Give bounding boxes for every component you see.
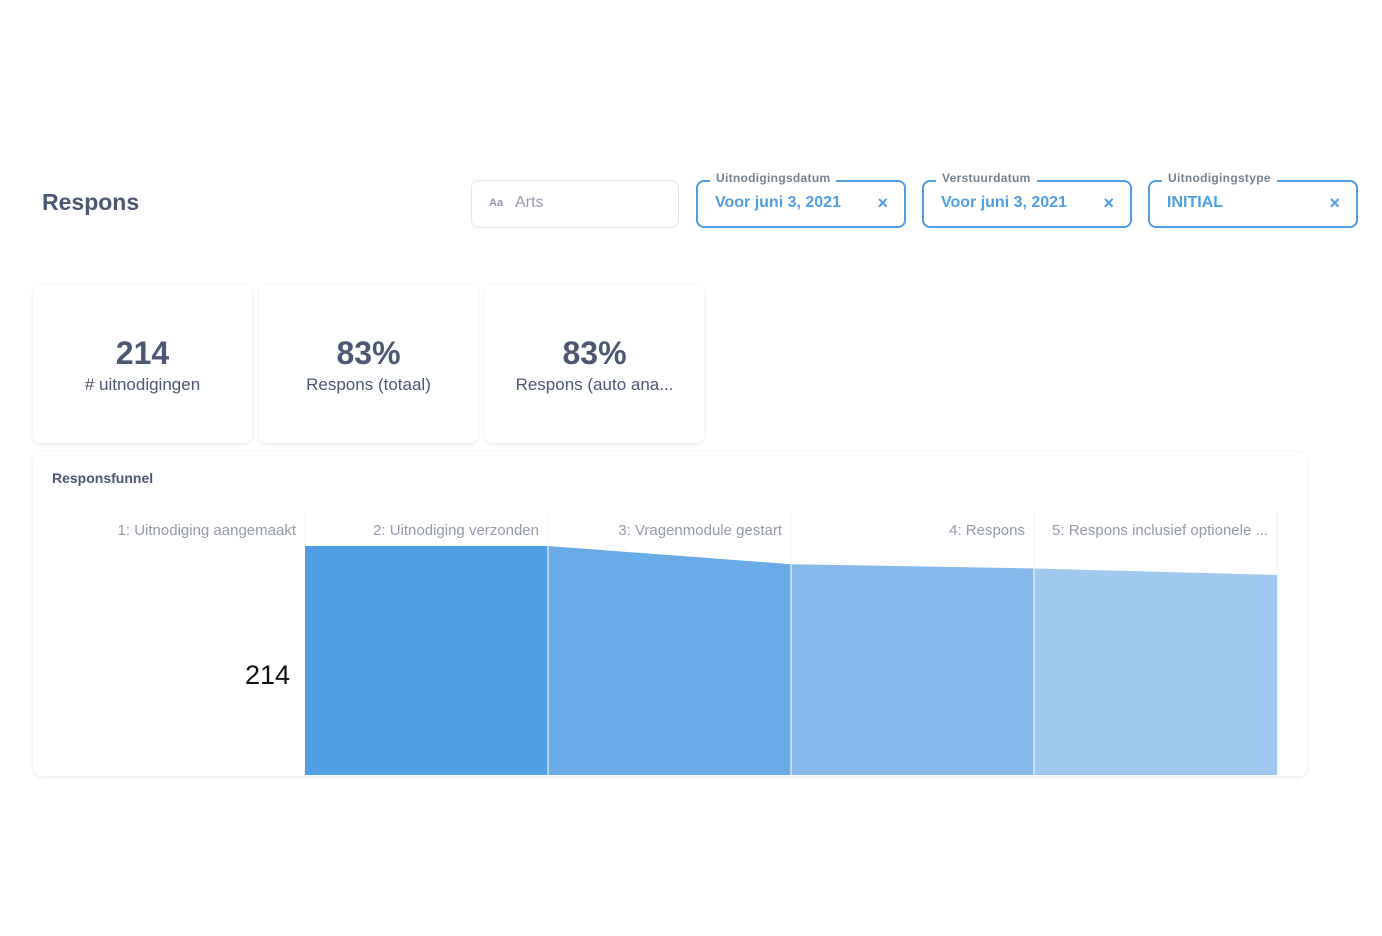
- scalar-card-respons-totaal[interactable]: 83% Respons (totaal): [259, 285, 478, 443]
- funnel-segment[interactable]: [1034, 568, 1277, 775]
- funnel-step-label: 2: Uitnodiging verzonden: [373, 522, 539, 539]
- close-icon[interactable]: ×: [1329, 193, 1340, 213]
- scalar-label: # uitnodigingen: [84, 375, 201, 394]
- funnel-first-value: 214: [245, 660, 290, 690]
- filter-value: INITIAL: [1167, 194, 1223, 211]
- funnel-chart[interactable]: 1: Uitnodiging aangemaakt 2: Uitnodiging …: [33, 452, 1307, 776]
- scalar-card-uitnodigingen[interactable]: 214 # uitnodigingen: [33, 285, 252, 443]
- filter-label: Uitnodigingsdatum: [710, 171, 837, 185]
- funnel-step-label: 1: Uitnodiging aangemaakt: [118, 522, 297, 539]
- funnel-title: Responsfunnel: [52, 470, 154, 486]
- funnel-step-label: 4: Respons: [949, 522, 1025, 539]
- filter-value: Voor juni 3, 2021: [715, 194, 841, 211]
- funnel-segment[interactable]: [548, 546, 791, 775]
- uitnodigingsdatum-filter[interactable]: Uitnodigingsdatum Voor juni 3, 2021 ×: [696, 171, 906, 228]
- uitnodigingstype-filter[interactable]: Uitnodigingstype INITIAL ×: [1148, 171, 1358, 228]
- scalar-label: Respons (auto ana...: [515, 375, 674, 394]
- page-title: Respons: [42, 189, 140, 215]
- funnel-card[interactable]: Responsfunnel 1: Uitnodiging aangemaakt 2…: [33, 452, 1307, 776]
- filter-label: Verstuurdatum: [936, 171, 1037, 185]
- scalar-value: 83%: [336, 335, 401, 371]
- scalar-value: 214: [115, 335, 170, 371]
- funnel-segment[interactable]: [305, 546, 548, 775]
- scalar-label: Respons (totaal): [306, 375, 431, 394]
- funnel-step-label: 5: Respons inclusief optionele ...: [1052, 522, 1268, 539]
- filter-value: Voor juni 3, 2021: [941, 194, 1067, 211]
- funnel-step-label: 3: Vragenmodule gestart: [618, 522, 783, 539]
- funnel-segment[interactable]: [791, 564, 1034, 775]
- scalar-value: 83%: [562, 335, 627, 371]
- close-icon[interactable]: ×: [1103, 193, 1114, 213]
- verstuurdatum-filter[interactable]: Verstuurdatum Voor juni 3, 2021 ×: [922, 171, 1132, 228]
- arts-filter-value: Arts: [515, 194, 544, 211]
- arts-filter-input[interactable]: Aa Arts: [471, 180, 679, 228]
- text-aa-icon: Aa: [489, 197, 504, 209]
- close-icon[interactable]: ×: [877, 193, 888, 213]
- scalar-card-respons-auto[interactable]: 83% Respons (auto ana...: [485, 285, 704, 443]
- filter-label: Uitnodigingstype: [1162, 171, 1277, 185]
